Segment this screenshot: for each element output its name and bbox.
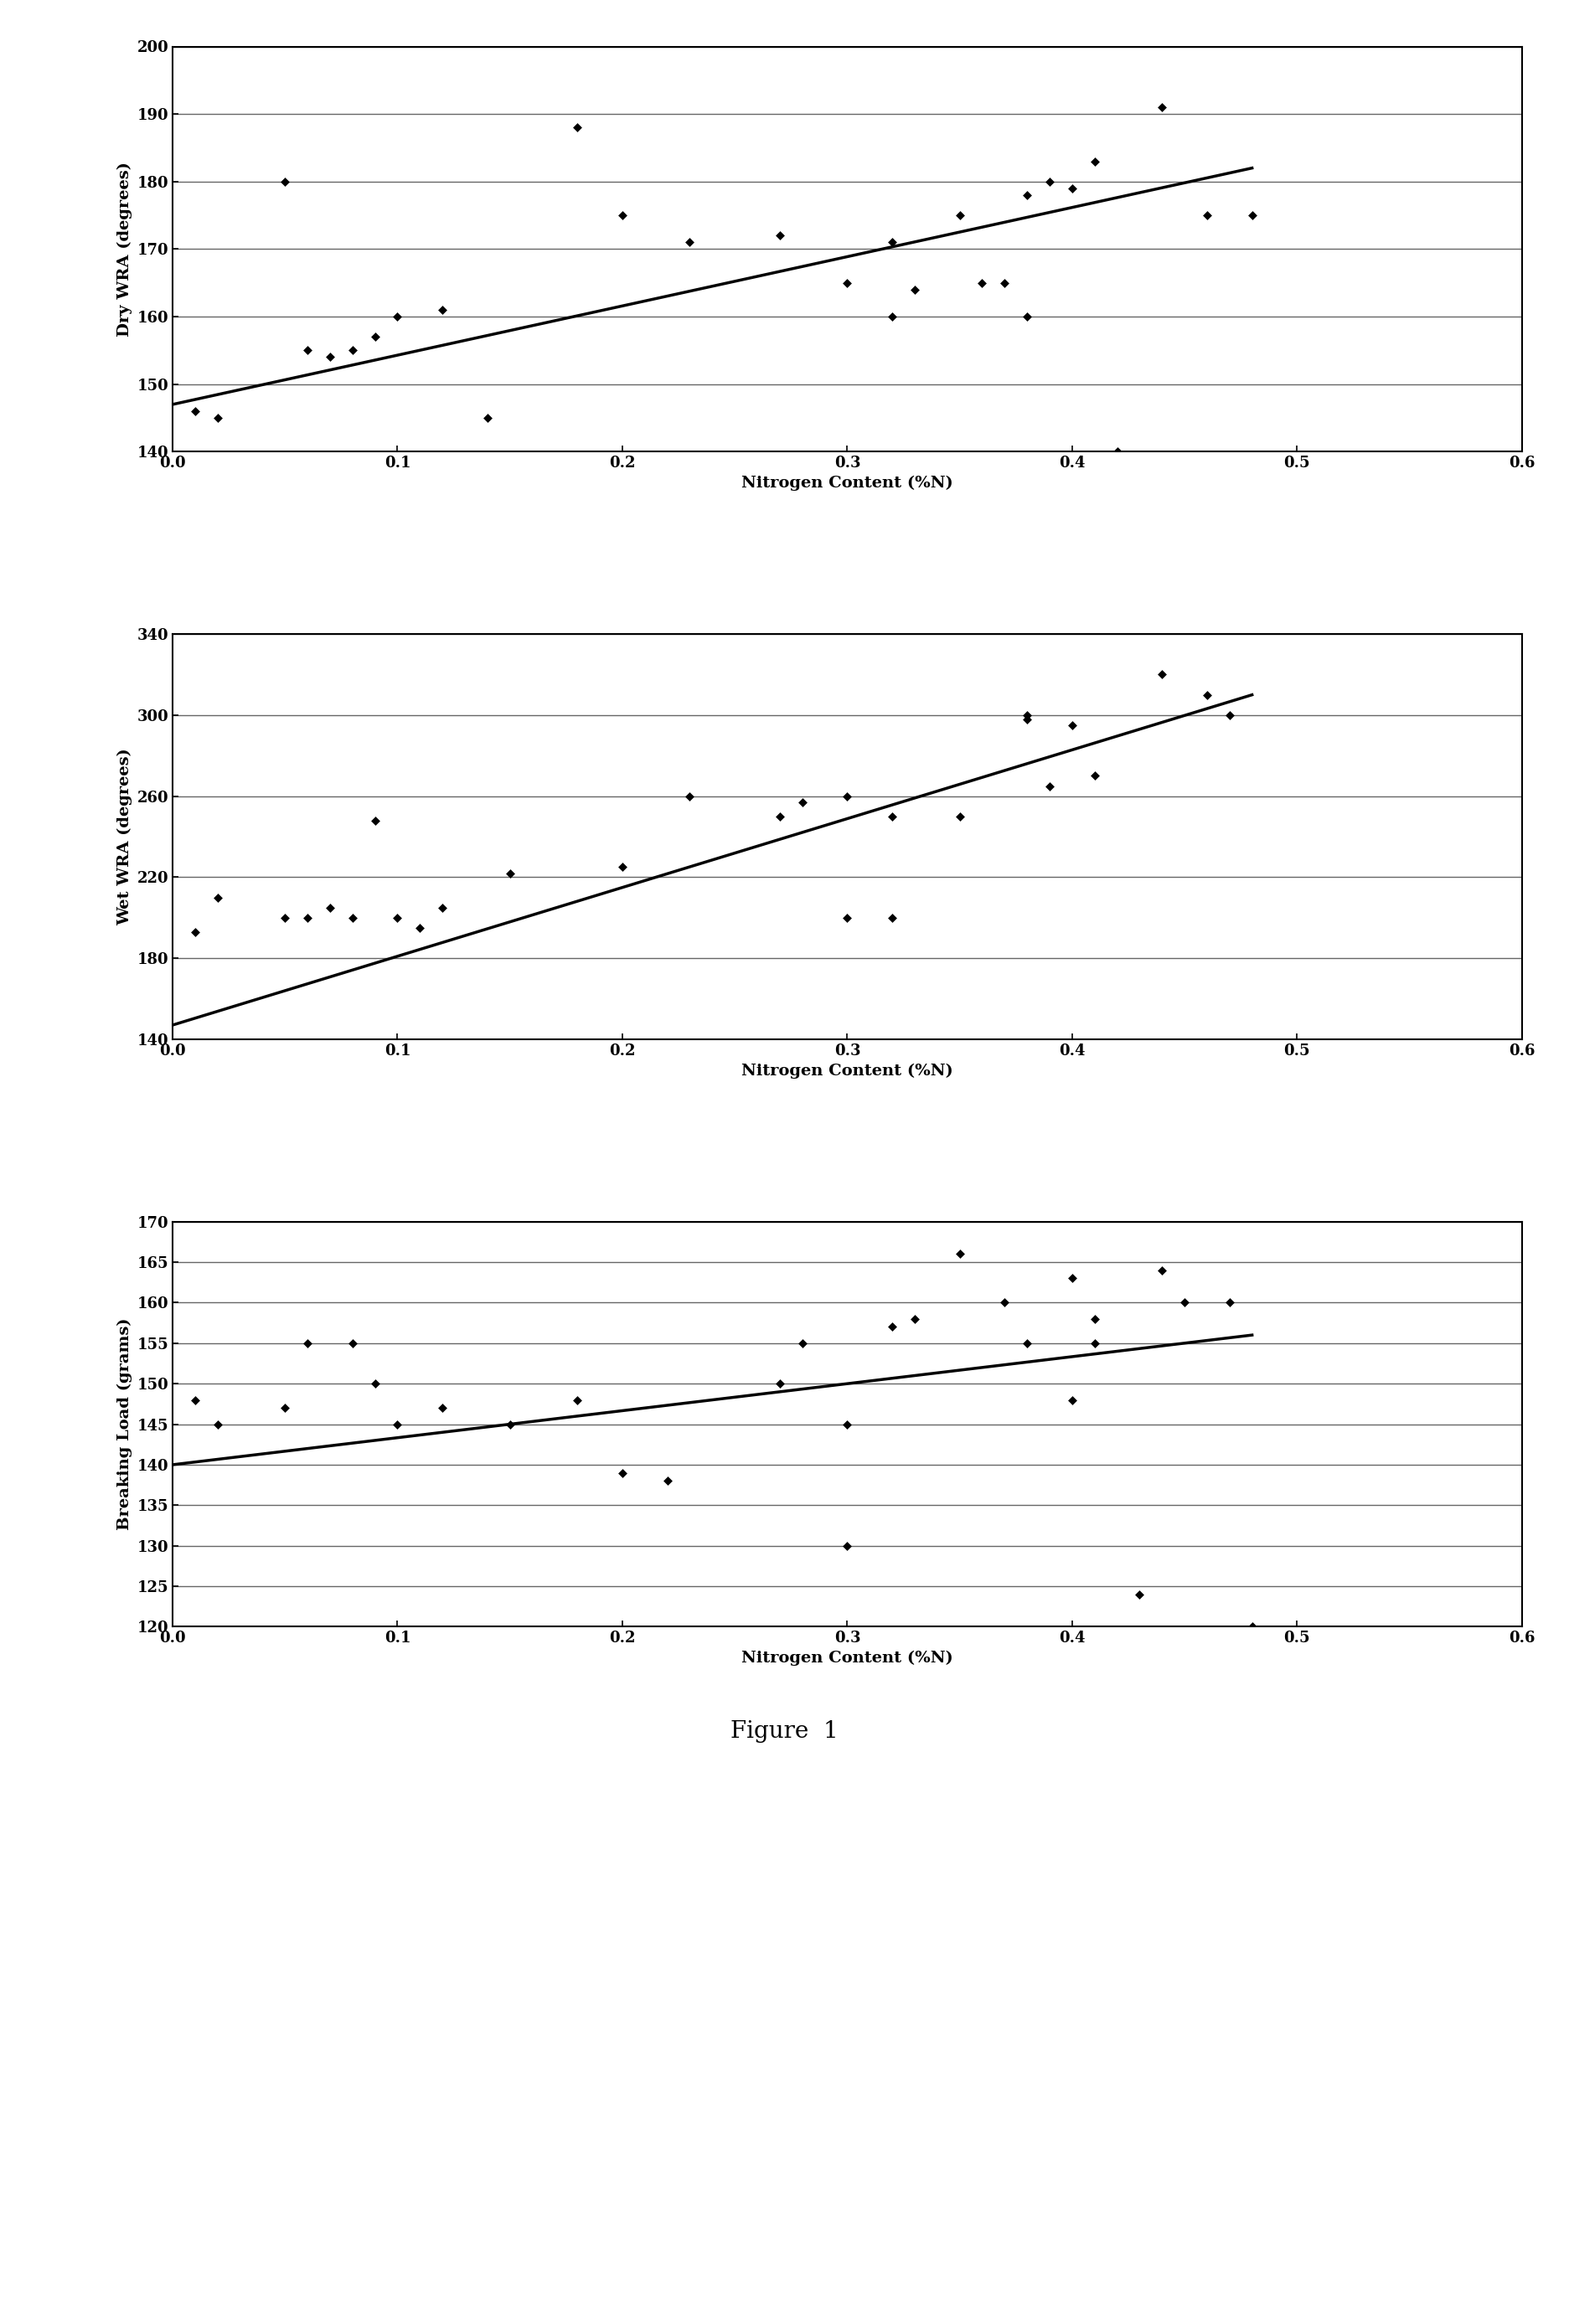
Point [475,400,501,437]
Point [273,1390,298,1427]
Point [948,1236,973,1274]
Y-axis label: Dry WRA (degrees): Dry WRA (degrees) [118,163,132,337]
Point [1059,170,1084,207]
Text: Figure  1: Figure 1 [731,1720,838,1743]
Point [835,265,860,302]
Point [902,1299,927,1336]
Point [1015,177,1040,214]
Point [610,198,635,235]
Point [835,899,860,937]
Point [789,1325,814,1362]
X-axis label: Nitrogen Content (%N): Nitrogen Content (%N) [742,476,952,490]
Point [789,783,814,820]
Point [767,1364,792,1401]
Point [1059,1380,1084,1418]
Point [340,332,366,370]
Point [970,265,995,302]
Point [362,1364,388,1401]
Point [1150,655,1175,693]
Point [767,797,792,834]
Point [1037,163,1062,200]
Point [835,1406,860,1443]
Point [992,265,1017,302]
Point [1172,1285,1197,1322]
Point [317,890,342,927]
Point [295,332,320,370]
Point [948,797,973,834]
Point [1015,1325,1040,1362]
Point [610,848,635,885]
Point [1218,1285,1243,1322]
Point [880,797,905,834]
X-axis label: Nitrogen Content (%N): Nitrogen Content (%N) [742,1062,952,1078]
Point [1240,1608,1265,1645]
Point [1083,758,1108,795]
Point [384,297,410,335]
Point [835,1527,860,1564]
Point [565,109,590,146]
Point [497,855,522,892]
Point [273,163,298,200]
Point [295,899,320,937]
Point [902,272,927,309]
Point [408,909,433,946]
Point [678,223,703,260]
Point [880,1308,905,1346]
Point [678,779,703,816]
Point [340,1325,366,1362]
Point [340,899,366,937]
Point [835,779,860,816]
Point [384,899,410,937]
Point [1015,700,1040,737]
Point [497,1406,522,1443]
Point [880,297,905,335]
Point [654,1462,679,1499]
Point [1218,697,1243,734]
Point [1105,432,1130,469]
Point [362,802,388,839]
Point [1150,1253,1175,1290]
Point [992,1285,1017,1322]
Point [182,913,207,951]
Point [182,1380,207,1418]
Point [317,339,342,376]
Point [295,1325,320,1362]
Y-axis label: Wet WRA (degrees): Wet WRA (degrees) [118,748,132,925]
Point [1083,142,1108,179]
Point [1037,767,1062,804]
Point [1059,706,1084,744]
Point [880,223,905,260]
Point [880,899,905,937]
Point [430,1390,455,1427]
Point [206,1406,231,1443]
Point [1194,676,1219,713]
Point [1127,1576,1152,1613]
Point [206,878,231,916]
X-axis label: Nitrogen Content (%N): Nitrogen Content (%N) [742,1650,952,1666]
Point [1015,697,1040,734]
Point [767,216,792,253]
Point [273,899,298,937]
Point [948,198,973,235]
Point [1059,1260,1084,1297]
Y-axis label: Breaking Load (grams): Breaking Load (grams) [118,1318,132,1529]
Point [430,890,455,927]
Point [362,318,388,356]
Point [1240,198,1265,235]
Point [1015,297,1040,335]
Point [1150,88,1175,125]
Point [1194,198,1219,235]
Point [1083,1325,1108,1362]
Point [565,1380,590,1418]
Point [430,290,455,328]
Point [182,393,207,430]
Point [384,1406,410,1443]
Point [1083,1299,1108,1336]
Point [206,400,231,437]
Point [610,1455,635,1492]
